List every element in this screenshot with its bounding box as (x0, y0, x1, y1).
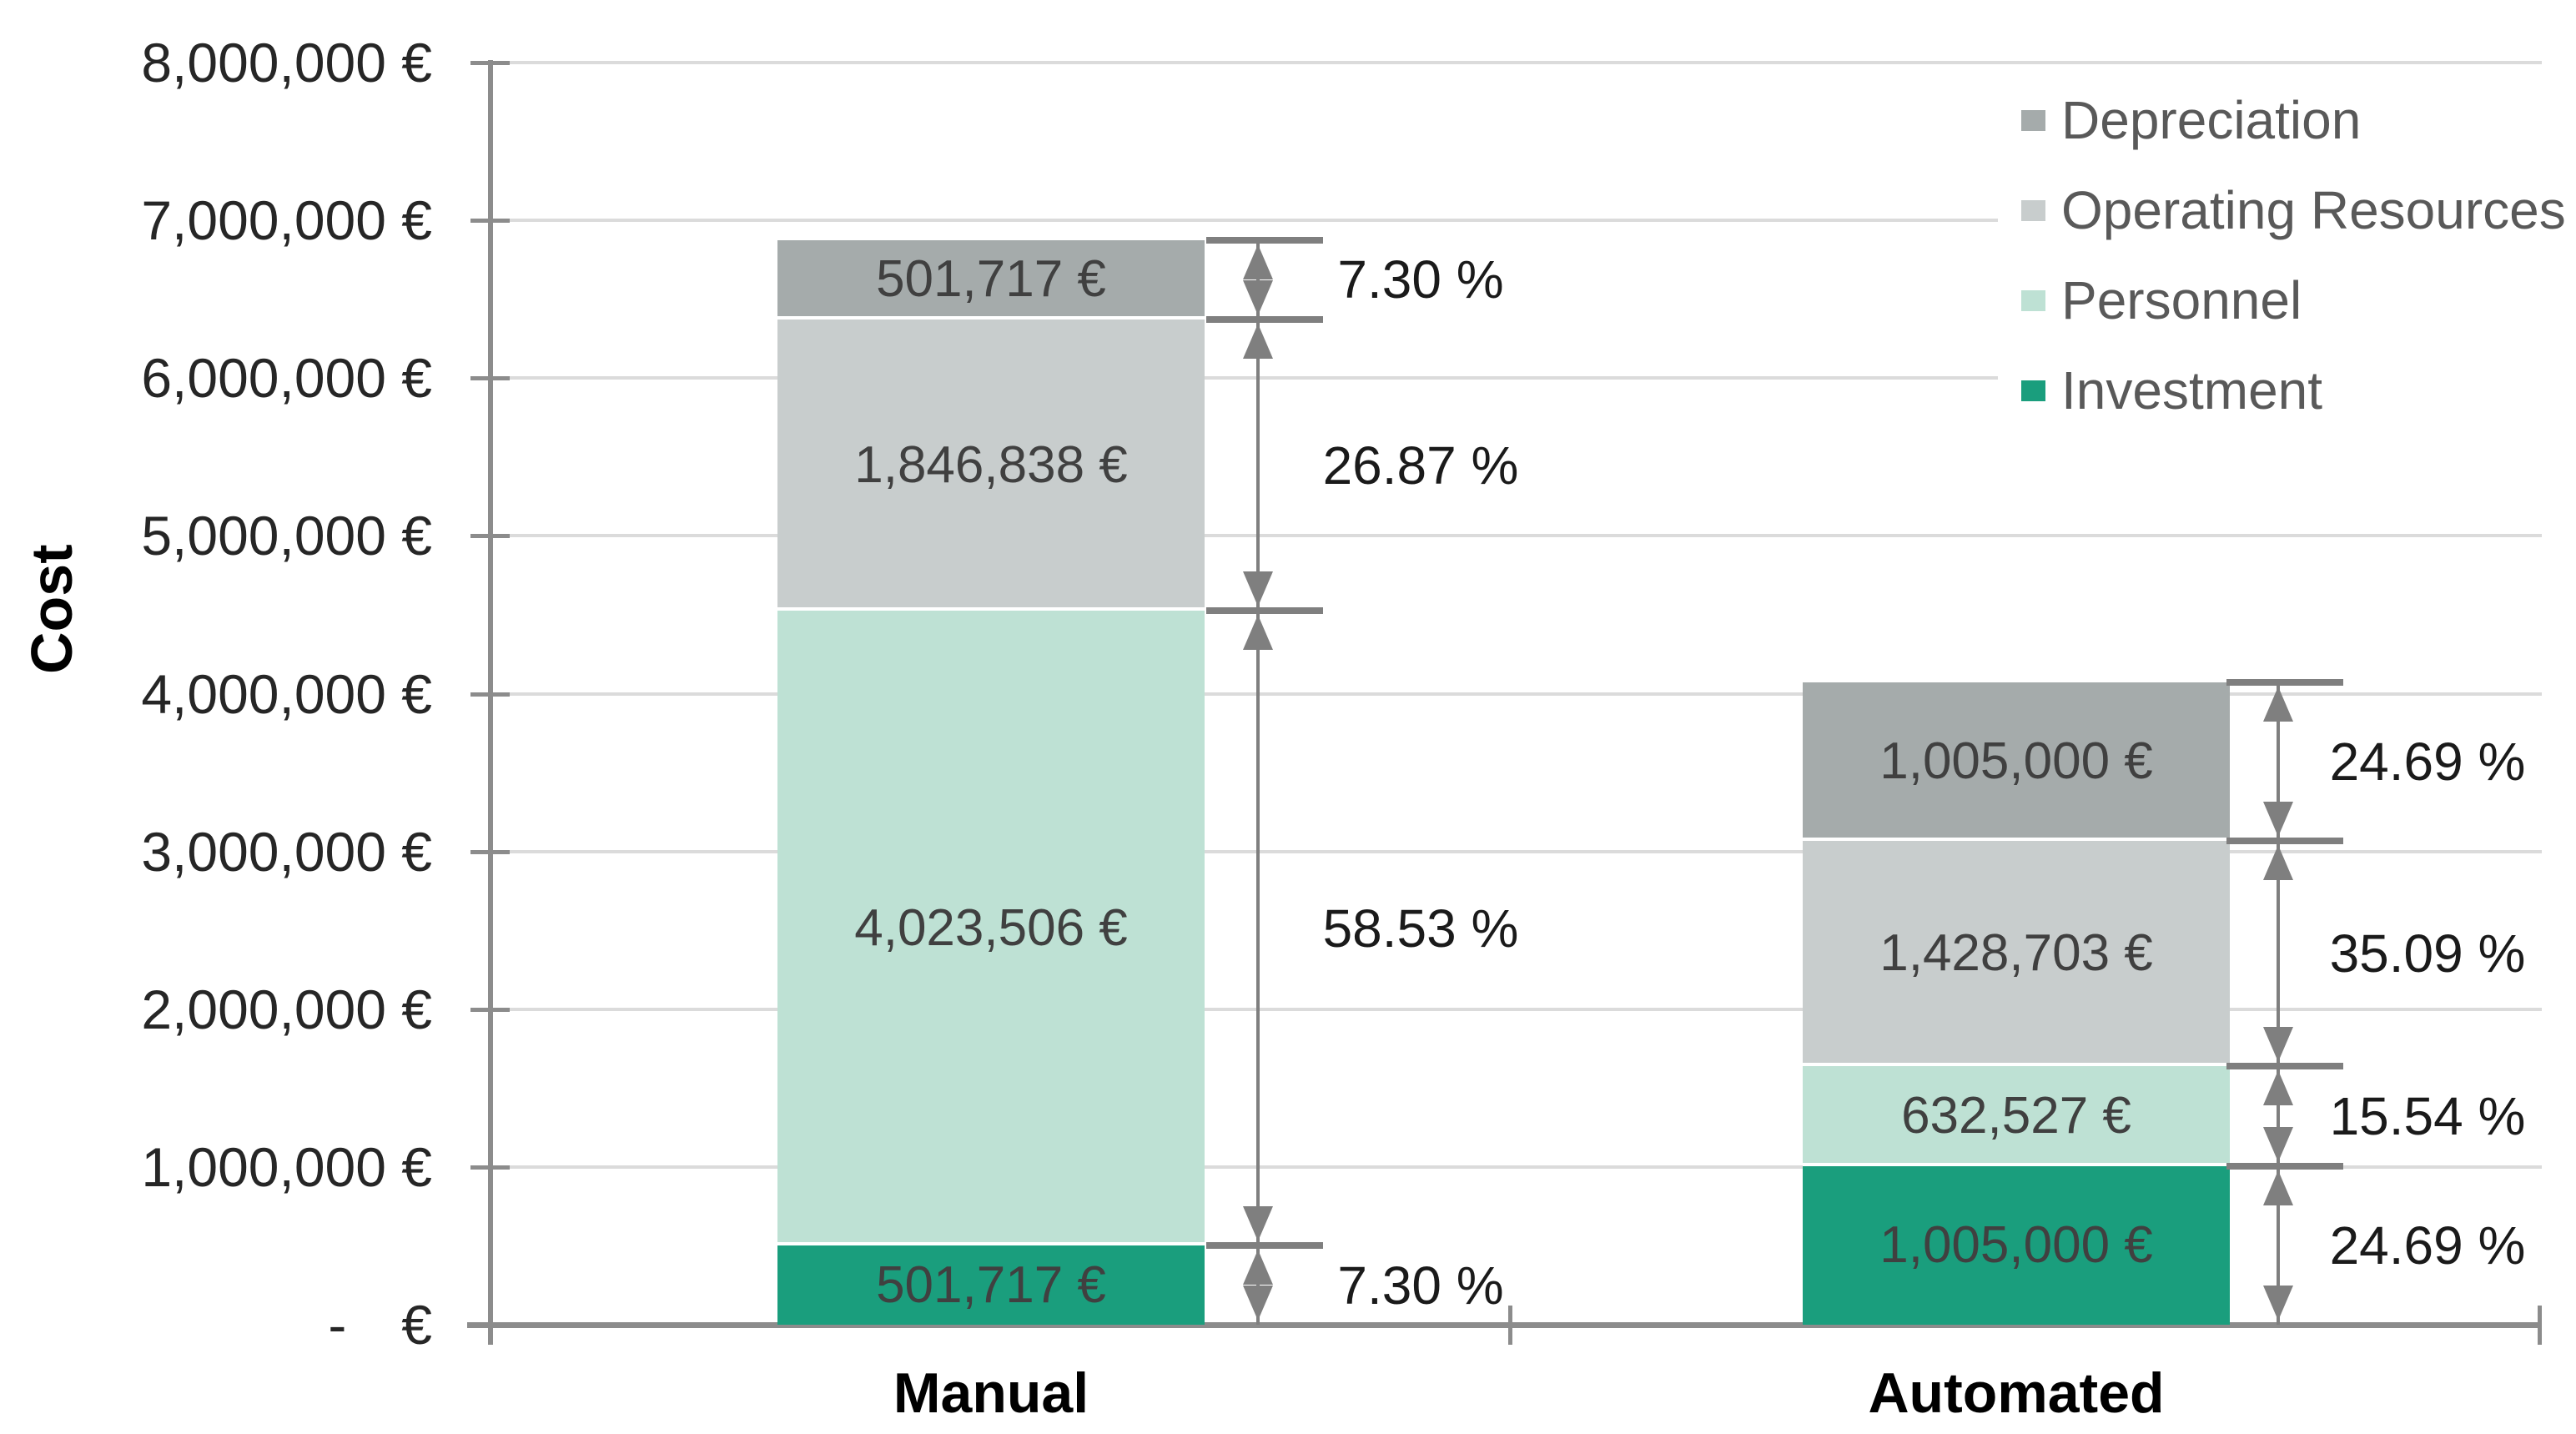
percent-label: 24.69 % (2329, 1215, 2526, 1276)
bar-segment-operating-resources[interactable] (1803, 841, 2230, 1067)
legend-item-personnel[interactable]: Personnel (1998, 255, 2557, 345)
dimension-arrow-down-icon (1243, 571, 1273, 607)
y-axis-tick-label: 2,000,000 € (141, 978, 432, 1040)
percent-label: 7.30 % (1337, 1255, 1504, 1316)
legend-swatch-icon (2021, 380, 2045, 401)
y-axis-tick-label: 5,000,000 € (141, 505, 432, 567)
dimension-arrow-down-icon (2263, 1286, 2293, 1321)
legend-item-investment[interactable]: Investment (1998, 345, 2557, 435)
bar-segment-personnel[interactable] (777, 611, 1205, 1246)
y-axis-tick-label: 1,000,000 € (141, 1135, 432, 1198)
dimension-cap (1206, 607, 1323, 615)
dimension-cap (1206, 1242, 1323, 1250)
segment-value-label: 501,717 € (876, 250, 1106, 309)
dimension-cap (2226, 838, 2343, 845)
percent-label: 26.87 % (1322, 435, 1519, 496)
x-axis-line (467, 1322, 2542, 1328)
segment-value-label: 632,527 € (1901, 1087, 2131, 1145)
y-axis-tick-label: 6,000,000 € (141, 347, 432, 410)
dimension-arrow-down-icon (2263, 1027, 2293, 1063)
dimension-arrow-down-icon (2263, 1126, 2293, 1162)
segment-value-label: 1,005,000 € (1879, 1215, 2153, 1274)
legend-item-operating-resources[interactable]: Operating Resources (1998, 165, 2566, 255)
legend-swatch-icon (2021, 109, 2045, 131)
segment-value-label: 1,846,838 € (854, 435, 1128, 494)
dimension-line (1256, 239, 1260, 1325)
legend: Depreciation Operating Resources Personnel… (1998, 67, 2566, 447)
dimension-arrow-down-icon (2263, 802, 2293, 838)
legend-swatch-icon (2021, 199, 2045, 221)
dimension-arrow-up-icon (1243, 244, 1273, 279)
bar-segment-personnel[interactable] (1803, 1066, 2230, 1166)
dimension-cap (2226, 1162, 2343, 1170)
gridline (488, 376, 2542, 380)
percent-label: 7.30 % (1337, 249, 1504, 310)
dimension-cap (2226, 1063, 2343, 1070)
segment-value-label: 1,428,703 € (1879, 924, 2153, 983)
bar-segment-depreciation[interactable] (1803, 682, 2230, 842)
y-axis-tick-label: 3,000,000 € (141, 820, 432, 883)
gridline (488, 534, 2542, 538)
legend-label: Investment (2061, 360, 2323, 420)
category-label-automated: Automated (1868, 1361, 2165, 1425)
dimension-arrow-down-icon (1243, 1286, 1273, 1321)
dimension-arrow-up-icon (2263, 845, 2293, 881)
dimension-cap (2226, 679, 2343, 687)
dimension-arrow-up-icon (1243, 323, 1273, 359)
segment-value-label: 4,023,506 € (854, 898, 1128, 957)
legend-item-depreciation[interactable]: Depreciation (1998, 75, 2557, 165)
gridline (488, 692, 2542, 696)
gridline (488, 219, 2542, 223)
gridline (488, 1007, 2542, 1011)
dimension-arrow-up-icon (2263, 1170, 2293, 1205)
dimension-arrow-up-icon (1243, 615, 1273, 651)
dimension-arrow-down-icon (1243, 1206, 1273, 1242)
y-axis-line (488, 60, 493, 1345)
dimension-line (2277, 682, 2280, 1325)
segment-value-label: 1,005,000 € (1879, 732, 2153, 791)
bar-segment-operating-resources[interactable] (777, 319, 1205, 611)
legend-swatch-icon (2021, 289, 2045, 311)
dimension-arrow-up-icon (2263, 687, 2293, 722)
gridline (488, 61, 2542, 64)
dimension-arrow-up-icon (1243, 1250, 1273, 1286)
percent-label: 15.54 % (2329, 1086, 2526, 1147)
percent-label: 35.09 % (2329, 923, 2526, 984)
x-axis-tick (2538, 1306, 2542, 1345)
dimension-cap (1206, 236, 1323, 244)
gridline (488, 1165, 2542, 1169)
bar-segment-investment[interactable] (777, 1245, 1205, 1325)
y-axis-tick-label: 7,000,000 € (141, 189, 432, 252)
bar-segment-depreciation[interactable] (777, 239, 1205, 320)
dimension-arrow-up-icon (2263, 1070, 2293, 1106)
y-axis-tick-label: - € (328, 1294, 432, 1356)
bar-segment-investment[interactable] (1803, 1165, 2230, 1325)
segment-value-label: 501,717 € (876, 1255, 1106, 1314)
y-axis-tick-label: 4,000,000 € (141, 662, 432, 725)
dimension-cap (1206, 315, 1323, 323)
x-axis-tick (1508, 1306, 1512, 1345)
percent-label: 58.53 % (1322, 898, 1519, 959)
percent-label: 24.69 % (2329, 732, 2526, 792)
gridline (488, 849, 2542, 853)
category-label-manual: Manual (893, 1361, 1089, 1425)
y-axis-tick-label: 8,000,000 € (141, 32, 432, 93)
legend-label: Operating Resources (2061, 180, 2566, 240)
legend-label: Depreciation (2061, 90, 2362, 150)
dimension-arrow-down-icon (1243, 279, 1273, 315)
legend-label: Personnel (2061, 270, 2302, 330)
